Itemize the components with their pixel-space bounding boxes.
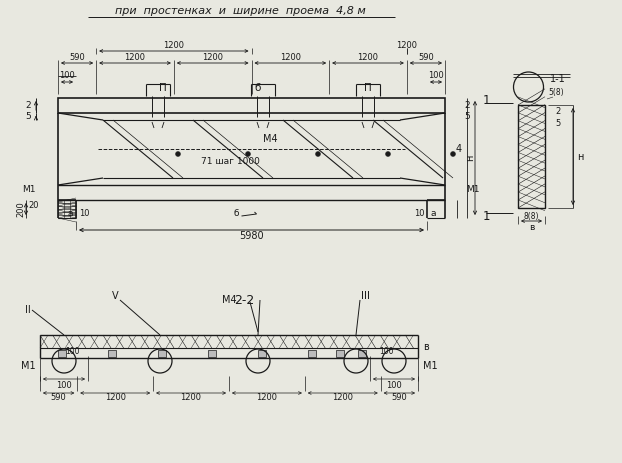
Bar — [108, 350, 116, 357]
Text: 590: 590 — [391, 394, 407, 402]
Circle shape — [175, 151, 180, 156]
Text: 1-1: 1-1 — [550, 74, 566, 84]
Bar — [358, 350, 366, 357]
Bar — [58, 98, 445, 113]
Text: V: V — [112, 291, 118, 301]
Text: а: а — [430, 209, 436, 219]
Text: 1200: 1200 — [280, 54, 301, 63]
Text: 10: 10 — [79, 209, 89, 219]
Text: 1: 1 — [483, 94, 490, 106]
Text: в: в — [529, 224, 534, 232]
Text: 2: 2 — [555, 107, 560, 117]
Text: 1200: 1200 — [358, 54, 379, 63]
Text: 1200: 1200 — [164, 42, 184, 50]
Text: 20: 20 — [29, 201, 39, 211]
Bar — [208, 350, 216, 357]
Text: 1200: 1200 — [396, 42, 417, 50]
Text: 5: 5 — [464, 112, 470, 121]
Text: 5: 5 — [555, 119, 560, 127]
Text: 2-2: 2-2 — [234, 294, 254, 307]
Text: 1200: 1200 — [256, 394, 277, 402]
Bar — [308, 350, 316, 357]
Text: 1200: 1200 — [124, 54, 146, 63]
Text: 5980: 5980 — [239, 231, 264, 241]
Circle shape — [315, 151, 320, 156]
Text: 100: 100 — [59, 71, 75, 81]
Text: II: II — [25, 305, 31, 315]
Text: 5: 5 — [25, 112, 31, 121]
Bar — [258, 350, 266, 357]
Text: М1: М1 — [466, 184, 480, 194]
Circle shape — [386, 151, 391, 156]
Text: М1: М1 — [22, 184, 35, 194]
Text: 8(8): 8(8) — [524, 212, 539, 220]
Circle shape — [450, 151, 455, 156]
Text: 100: 100 — [428, 71, 444, 81]
Text: 100: 100 — [65, 348, 79, 357]
Bar — [158, 350, 166, 357]
Text: 100: 100 — [56, 381, 72, 389]
Text: П: П — [159, 83, 167, 93]
Text: 590: 590 — [69, 54, 85, 63]
Text: 2: 2 — [464, 101, 470, 110]
Text: 200: 200 — [17, 201, 26, 217]
Text: 590: 590 — [51, 394, 67, 402]
Text: М4: М4 — [221, 295, 236, 305]
Text: 100: 100 — [379, 348, 393, 357]
Text: III: III — [361, 291, 371, 301]
Bar — [336, 350, 344, 357]
Text: н: н — [465, 155, 475, 161]
Bar — [518, 105, 545, 208]
Text: М4: М4 — [262, 134, 277, 144]
Text: 1: 1 — [483, 209, 490, 223]
Text: 4: 4 — [456, 144, 462, 154]
Text: н: н — [577, 151, 583, 162]
Text: П: П — [364, 83, 372, 93]
Bar — [58, 350, 66, 357]
Text: М1: М1 — [423, 361, 437, 371]
Text: 5(8): 5(8) — [548, 88, 564, 98]
Text: 1200: 1200 — [104, 394, 126, 402]
Text: 1200: 1200 — [332, 394, 353, 402]
Circle shape — [246, 151, 251, 156]
Text: 10: 10 — [414, 209, 424, 219]
Text: 100: 100 — [386, 381, 402, 389]
Text: а: а — [67, 209, 73, 219]
Text: 71 шаг 1000: 71 шаг 1000 — [200, 156, 259, 165]
Text: 1200: 1200 — [180, 394, 202, 402]
Text: б: б — [255, 83, 261, 93]
Text: М1: М1 — [21, 361, 35, 371]
Text: 590: 590 — [418, 54, 434, 63]
Text: в: в — [423, 342, 429, 351]
Text: б: б — [234, 209, 239, 219]
Text: 1200: 1200 — [202, 54, 223, 63]
Text: 2: 2 — [25, 101, 31, 110]
Text: при  простенках  и  ширине  проема  4,8 м: при простенках и ширине проема 4,8 м — [114, 6, 365, 16]
